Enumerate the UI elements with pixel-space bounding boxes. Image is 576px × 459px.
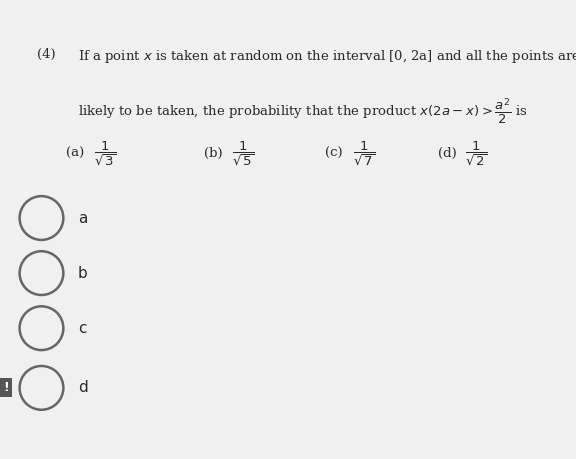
- Text: (4): (4): [37, 48, 56, 61]
- Text: (b): (b): [204, 147, 223, 160]
- Text: (a): (a): [66, 147, 85, 160]
- Text: likely to be taken, the probability that the product $x(2a - x) > \dfrac{a^2}{2}: likely to be taken, the probability that…: [78, 96, 528, 126]
- Text: $\dfrac{1}{\sqrt{7}}$: $\dfrac{1}{\sqrt{7}}$: [353, 140, 375, 168]
- Text: If a point $x$ is taken at random on the interval [0, 2a] and all the points are: If a point $x$ is taken at random on the…: [78, 48, 576, 65]
- Text: (d): (d): [438, 147, 457, 160]
- Text: $\dfrac{1}{\sqrt{2}}$: $\dfrac{1}{\sqrt{2}}$: [465, 140, 487, 168]
- Text: $\dfrac{1}{\sqrt{5}}$: $\dfrac{1}{\sqrt{5}}$: [232, 140, 254, 168]
- Text: !: !: [3, 381, 9, 394]
- Text: c: c: [78, 321, 86, 336]
- Text: b: b: [78, 266, 88, 280]
- Text: (c): (c): [325, 147, 343, 160]
- Text: a: a: [78, 211, 87, 225]
- Text: $\dfrac{1}{\sqrt{3}}$: $\dfrac{1}{\sqrt{3}}$: [94, 140, 116, 168]
- Text: d: d: [78, 381, 88, 395]
